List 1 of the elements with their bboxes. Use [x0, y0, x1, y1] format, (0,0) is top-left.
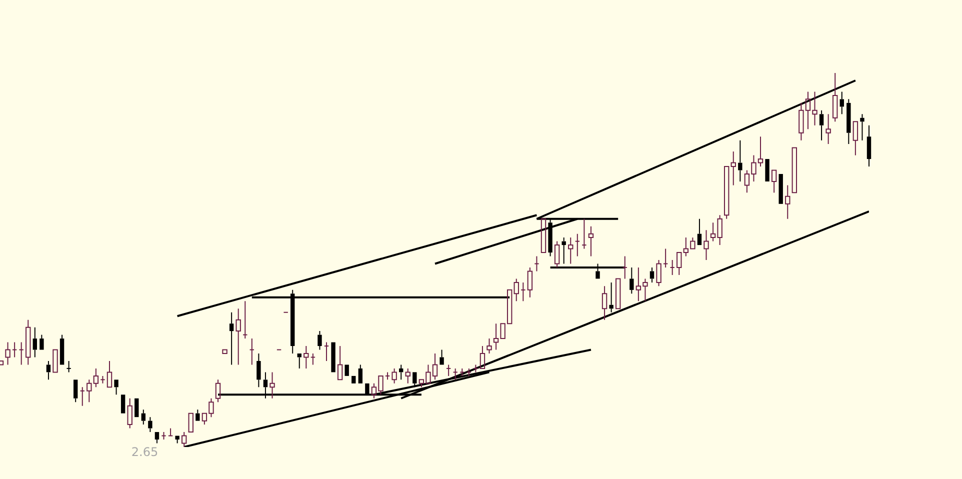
annotation: 2.65	[131, 445, 158, 460]
